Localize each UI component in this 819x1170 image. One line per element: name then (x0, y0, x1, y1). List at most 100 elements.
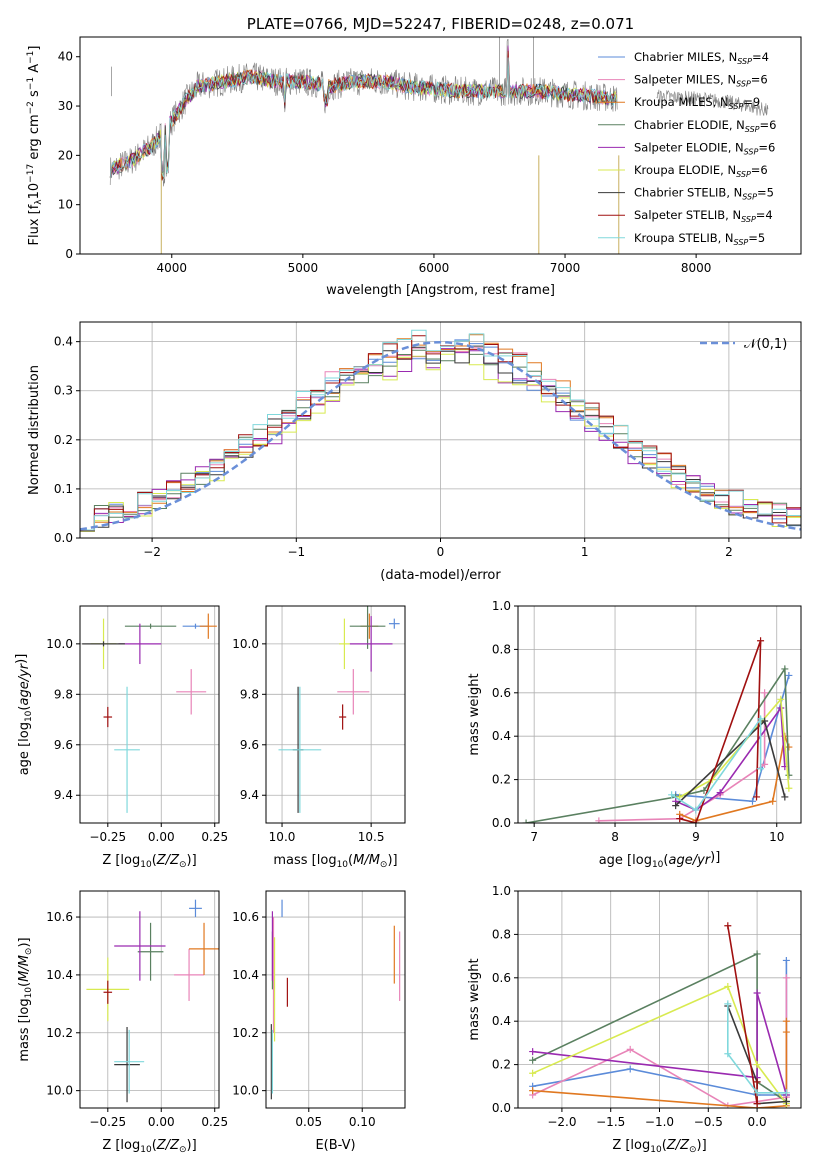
x-tick-label: 0.00 (148, 1115, 175, 1129)
y-tick-label: 9.4 (240, 788, 259, 802)
axes-frame (79, 36, 802, 255)
x-tick-label: 10.5 (358, 830, 385, 844)
plot-area (109, 37, 769, 254)
errorbar-point (82, 641, 125, 647)
errorbar-point (114, 1029, 145, 1094)
axes-frame (79, 321, 802, 539)
weight-marker (761, 689, 769, 697)
data-spectrum (109, 39, 618, 187)
y-tick-label: 0 (65, 247, 73, 261)
weight-marker (753, 989, 761, 997)
y-label-part: A (27, 64, 42, 77)
weight-line (727, 1003, 787, 1094)
weight-marker (724, 982, 732, 990)
weight-marker (753, 950, 761, 958)
y-tick-label: 0.4 (492, 1014, 511, 1028)
x-tick-label: 5000 (288, 261, 319, 275)
x-tick-label: 0.25 (201, 1115, 228, 1129)
weight-marker (785, 784, 793, 792)
weight-marker (668, 791, 676, 799)
errorbar-point (278, 686, 322, 813)
plot-area (86, 899, 219, 1103)
errorbar-point (103, 980, 113, 1004)
x-tick-label: 0.05 (295, 1115, 322, 1129)
weight-marker (782, 956, 790, 964)
weight-marker (777, 695, 785, 703)
x-tick-label: 0.10 (349, 1115, 376, 1129)
weight-marker (522, 819, 530, 823)
y-tick-label: 0.3 (54, 384, 73, 398)
errorbar-point (189, 922, 219, 975)
errorbar-point (114, 1026, 140, 1103)
errorbar-point (174, 948, 205, 1001)
x-tick-label: 6000 (419, 261, 450, 275)
y-tick-label: 9.8 (240, 687, 259, 701)
x-axis-label: Z [log10(Z/Z⊙)] (102, 853, 196, 870)
model-spectrum (109, 50, 618, 181)
y-axis-label: mass [log10(M/M⊙)] (17, 937, 34, 1061)
errorbar-point (349, 616, 393, 672)
weight-marker (753, 1089, 761, 1097)
errorbar-point (388, 618, 400, 629)
weight-marker (761, 717, 769, 725)
panel-mass-weight-vs-age: 7 8 9 10 0.0 0.2 0.4 0.6 0.8 1.0 mass weight age [l… (467, 599, 802, 870)
y-tick-label: 10.0 (46, 637, 73, 651)
y-tick-label: 20 (58, 148, 73, 162)
weight-marker (769, 797, 777, 805)
legend-label: Kroupa ELODIE, NSSP=6 (634, 163, 768, 179)
x-tick-label: −0.25 (89, 1115, 126, 1129)
weight-marker (782, 974, 790, 982)
weight-marker (716, 789, 724, 797)
weight-marker (700, 786, 708, 794)
x-tick-label: 2 (725, 545, 733, 559)
x-tick-label: 7000 (550, 261, 581, 275)
model-spectrum (109, 57, 618, 178)
x-axis-label: (data-model)/error (380, 568, 501, 583)
weight-marker (782, 1097, 790, 1105)
weight-line (532, 985, 788, 1105)
x-axis-label: mass [log10(M/M⊙)] (273, 853, 397, 870)
y-axis-label: mass weight (467, 673, 482, 755)
weight-marker (626, 1045, 634, 1053)
y-tick-label: 0.0 (492, 1101, 511, 1115)
weight-marker (724, 922, 732, 930)
weight-marker (529, 1056, 537, 1064)
errorbar-point (339, 704, 347, 730)
y-label-sup: −17 (26, 164, 36, 183)
x-axis-label: Z [log10(Z/Z⊙)] (102, 1138, 196, 1155)
y-label-part: ] (27, 46, 42, 51)
y-tick-label: 10.0 (46, 1084, 73, 1098)
plot-area (80, 329, 801, 532)
x-tick-label: 0 (437, 545, 445, 559)
weight-line (525, 666, 790, 823)
y-label-sup: −2 (26, 101, 36, 114)
axes-frame (265, 890, 406, 1109)
x-tick-label: 9 (692, 830, 700, 844)
weight-line (727, 925, 758, 1104)
weight-marker (724, 1000, 732, 1008)
x-tick-label: −1.0 (645, 1115, 674, 1129)
errorbar-point (114, 686, 140, 813)
legend-label: Chabrier STELIB, NSSP=5 (634, 186, 774, 202)
y-tick-label: 10 (58, 198, 73, 212)
y-tick-label: 10.2 (232, 1026, 259, 1040)
y-tick-label: 10.0 (232, 637, 259, 651)
x-tick-label: 8000 (681, 261, 712, 275)
errorbar-point (349, 606, 386, 649)
x-axis-label: E(B-V) (315, 1138, 355, 1153)
legend-label: 𝒩(0,1) (744, 337, 787, 352)
x-tick-label: −2 (143, 545, 161, 559)
errorbar-point (114, 911, 166, 981)
y-tick-label: 10.4 (232, 968, 259, 982)
weight-marker (761, 760, 769, 768)
x-axis-label: age [log10(age/yr)] (599, 850, 721, 870)
legend-label: Salpeter ELODIE, NSSP=6 (634, 140, 775, 156)
data-spectrum-red (656, 89, 769, 116)
x-tick-label: 8 (611, 830, 619, 844)
y-tick-label: 9.6 (54, 738, 73, 752)
chart-title: PLATE=0766, MJD=52247, FIBERID=0248, z=0… (247, 15, 634, 33)
y-tick-label: 1.0 (492, 599, 511, 613)
legend-label: Chabrier MILES, NSSP=4 (634, 50, 769, 66)
y-tick-label: 1.0 (492, 884, 511, 898)
y-label-sup: −1 (26, 77, 36, 90)
